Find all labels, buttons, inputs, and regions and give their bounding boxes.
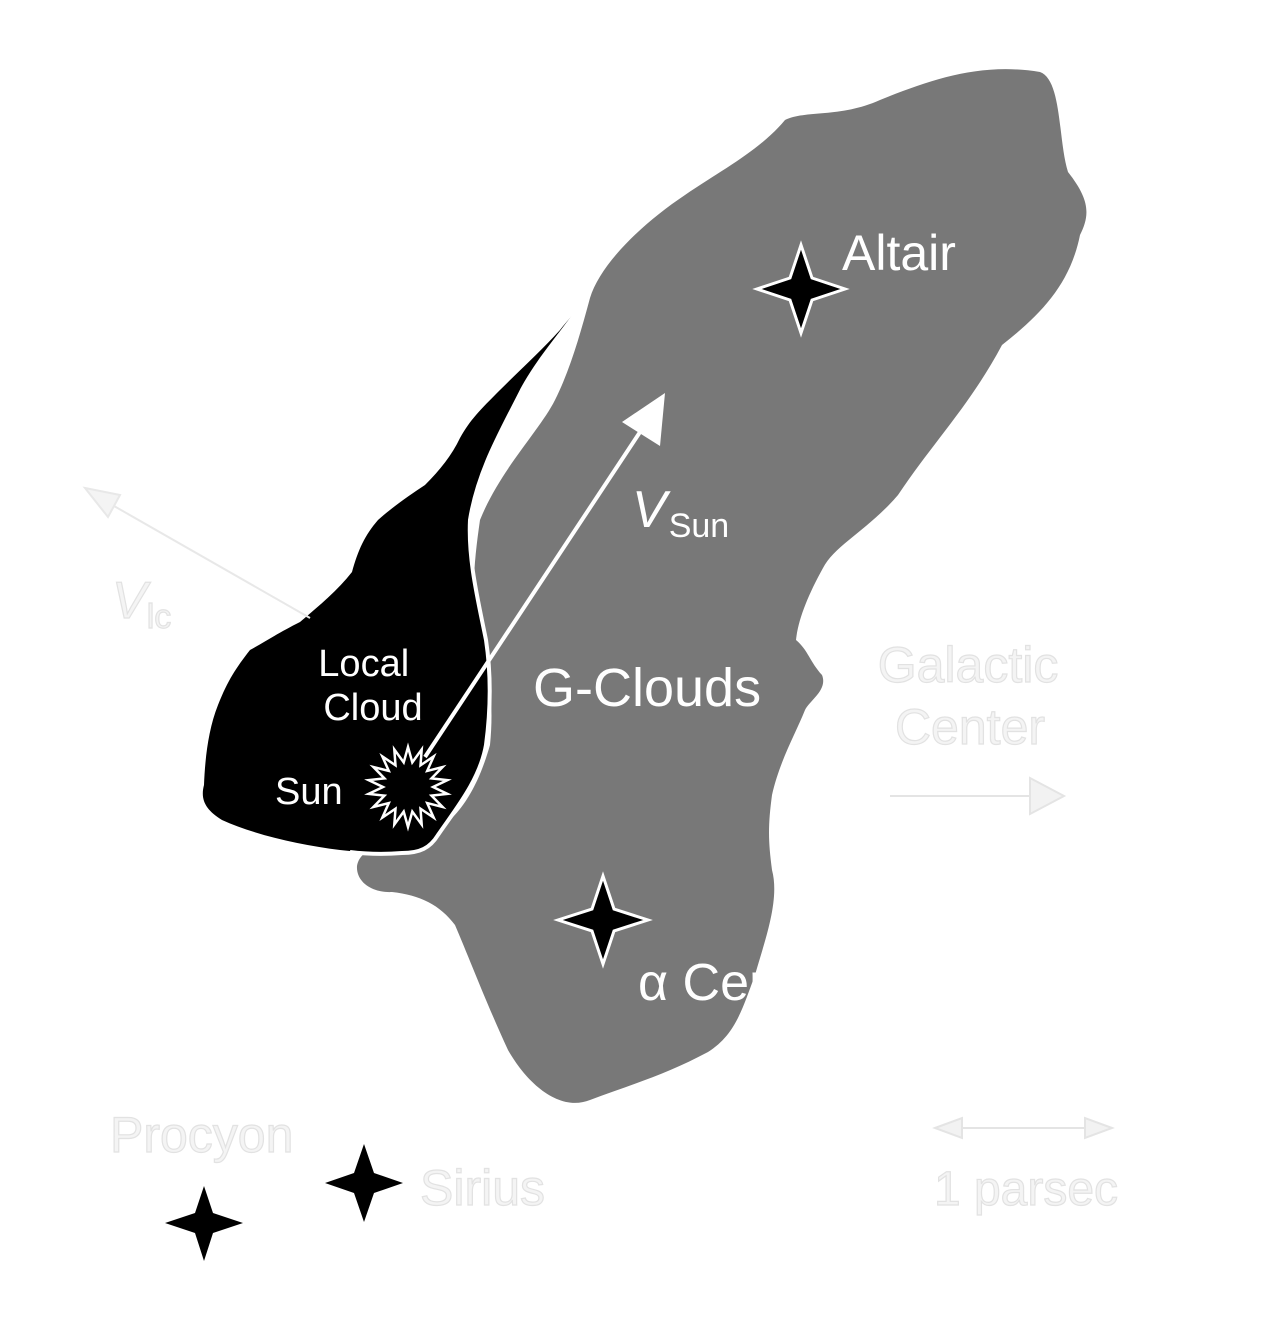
alpha-centauri-star-icon [553,871,653,969]
g-clouds-label: G-Clouds [533,658,761,718]
scale-label: 1 parsec [934,1163,1118,1216]
sun-label: Sun [275,771,343,813]
sun-icon [364,742,452,832]
g-clouds-region [356,69,1087,1103]
altair-star-icon [752,240,850,338]
local-cloud-region [202,310,579,853]
galactic-center-arrow [890,776,1067,816]
v-sun-label: VSun [632,481,729,545]
galactic-center-label: Galactic Center [878,637,1073,755]
procyon-label: Procyon [110,1107,293,1163]
v-lic-arrow [82,486,311,619]
procyon-star-icon [165,1186,243,1261]
alpha-centauri-label: α Centauri [638,954,879,1012]
sirius-label: Sirius [420,1160,545,1216]
v-lic-label: Vlc [112,572,171,636]
sirius-star-icon [325,1144,403,1222]
altair-label: Altair [842,225,956,281]
scale-bar [932,1116,1115,1140]
local-cloud-label: Local Cloud [318,643,422,729]
v-sun-arrow [423,393,665,759]
